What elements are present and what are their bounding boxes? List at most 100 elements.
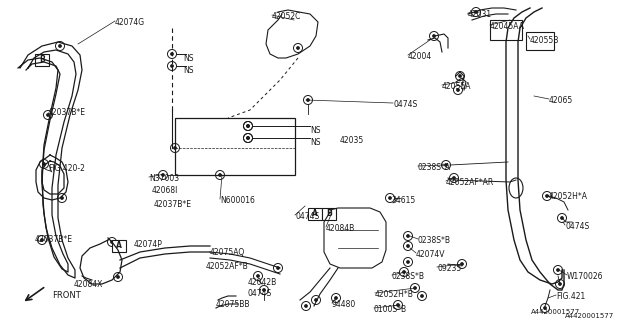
Circle shape	[257, 275, 259, 277]
Circle shape	[61, 196, 63, 199]
Circle shape	[433, 35, 435, 37]
Bar	[175, 118, 295, 175]
Circle shape	[456, 89, 460, 92]
Circle shape	[276, 267, 280, 269]
Text: 0100S*B: 0100S*B	[374, 305, 407, 314]
Text: FRONT: FRONT	[52, 291, 81, 300]
Circle shape	[543, 307, 547, 309]
Text: 42065: 42065	[549, 96, 573, 105]
Circle shape	[305, 305, 307, 308]
Circle shape	[42, 163, 45, 165]
Text: A4420001577: A4420001577	[531, 309, 580, 315]
Text: 42055A: 42055A	[442, 82, 472, 91]
Circle shape	[307, 99, 310, 101]
Bar	[490, 20, 522, 40]
Text: 0238S*B: 0238S*B	[392, 272, 425, 281]
Text: 42055B: 42055B	[530, 36, 559, 45]
Text: 42074V: 42074V	[416, 250, 445, 259]
Circle shape	[474, 11, 477, 13]
Circle shape	[335, 297, 337, 300]
Text: 42052H*B: 42052H*B	[375, 290, 414, 299]
Text: N600016: N600016	[220, 196, 255, 205]
Circle shape	[47, 114, 49, 116]
Circle shape	[218, 173, 221, 177]
Circle shape	[170, 52, 173, 55]
Bar	[526, 32, 554, 50]
Circle shape	[388, 196, 392, 199]
Text: 34615: 34615	[391, 196, 415, 205]
Text: 42052AF*B: 42052AF*B	[206, 262, 249, 271]
Text: B: B	[326, 210, 332, 219]
Circle shape	[406, 244, 410, 247]
Text: A4420001577: A4420001577	[565, 313, 614, 319]
Text: 42052AF*AR: 42052AF*AR	[446, 178, 494, 187]
Circle shape	[58, 44, 61, 47]
Circle shape	[296, 46, 300, 50]
Text: 0474S: 0474S	[248, 289, 272, 298]
Circle shape	[40, 238, 44, 242]
Text: 0238S*B: 0238S*B	[418, 236, 451, 245]
Circle shape	[246, 124, 250, 127]
Circle shape	[314, 299, 317, 301]
Text: FIG.420-2: FIG.420-2	[48, 164, 85, 173]
Text: 42075AQ: 42075AQ	[210, 248, 245, 257]
Circle shape	[420, 294, 424, 298]
Text: FIG.421: FIG.421	[556, 292, 585, 301]
Text: NS: NS	[310, 126, 321, 135]
Bar	[308, 208, 322, 220]
Circle shape	[116, 276, 120, 278]
Text: 0238S*A: 0238S*A	[418, 163, 451, 172]
Text: NS: NS	[183, 54, 193, 63]
Text: 42074P: 42074P	[134, 240, 163, 249]
Circle shape	[406, 235, 410, 237]
Text: 42075BB: 42075BB	[216, 300, 250, 309]
Circle shape	[557, 268, 559, 271]
Circle shape	[561, 217, 563, 220]
Circle shape	[397, 303, 399, 307]
Circle shape	[461, 262, 463, 266]
Text: 42004: 42004	[408, 52, 432, 61]
Circle shape	[173, 147, 177, 149]
Text: NS: NS	[183, 66, 193, 75]
Bar	[35, 54, 49, 66]
Circle shape	[246, 124, 250, 127]
Circle shape	[170, 65, 173, 68]
Circle shape	[545, 195, 548, 197]
Text: 42042B: 42042B	[248, 278, 277, 287]
Circle shape	[452, 177, 456, 180]
Circle shape	[403, 270, 406, 274]
Circle shape	[413, 286, 417, 290]
Text: B: B	[39, 55, 45, 65]
Text: 42068I: 42068I	[152, 186, 179, 195]
Text: NS: NS	[310, 138, 321, 147]
Text: A: A	[116, 242, 122, 251]
Text: N37003: N37003	[149, 174, 179, 183]
Circle shape	[458, 75, 461, 77]
Text: A: A	[312, 210, 318, 219]
Text: 0474S: 0474S	[565, 222, 589, 231]
Circle shape	[111, 241, 113, 244]
Text: 42037B*E: 42037B*E	[35, 235, 73, 244]
Text: 0474S: 0474S	[295, 212, 319, 221]
Circle shape	[161, 173, 164, 177]
Circle shape	[246, 137, 250, 140]
Circle shape	[246, 137, 250, 140]
Text: 09235: 09235	[437, 264, 461, 273]
Text: 42035: 42035	[340, 136, 364, 145]
Text: 42052C: 42052C	[272, 12, 301, 21]
Text: 42074G: 42074G	[115, 18, 145, 27]
Text: 42084B: 42084B	[326, 224, 355, 233]
Circle shape	[559, 283, 561, 285]
Text: 0474S: 0474S	[393, 100, 417, 109]
Text: 42037B*E: 42037B*E	[154, 200, 192, 209]
Bar	[112, 240, 126, 252]
Circle shape	[262, 289, 266, 292]
Text: 42052H*A: 42052H*A	[549, 192, 588, 201]
Text: 42084X: 42084X	[74, 280, 104, 289]
Text: 94480: 94480	[332, 300, 356, 309]
Text: 42037B*E: 42037B*E	[48, 108, 86, 117]
Bar	[322, 208, 336, 220]
Text: 42045AA: 42045AA	[490, 22, 525, 31]
Text: W170026: W170026	[567, 272, 604, 281]
Circle shape	[445, 164, 447, 166]
